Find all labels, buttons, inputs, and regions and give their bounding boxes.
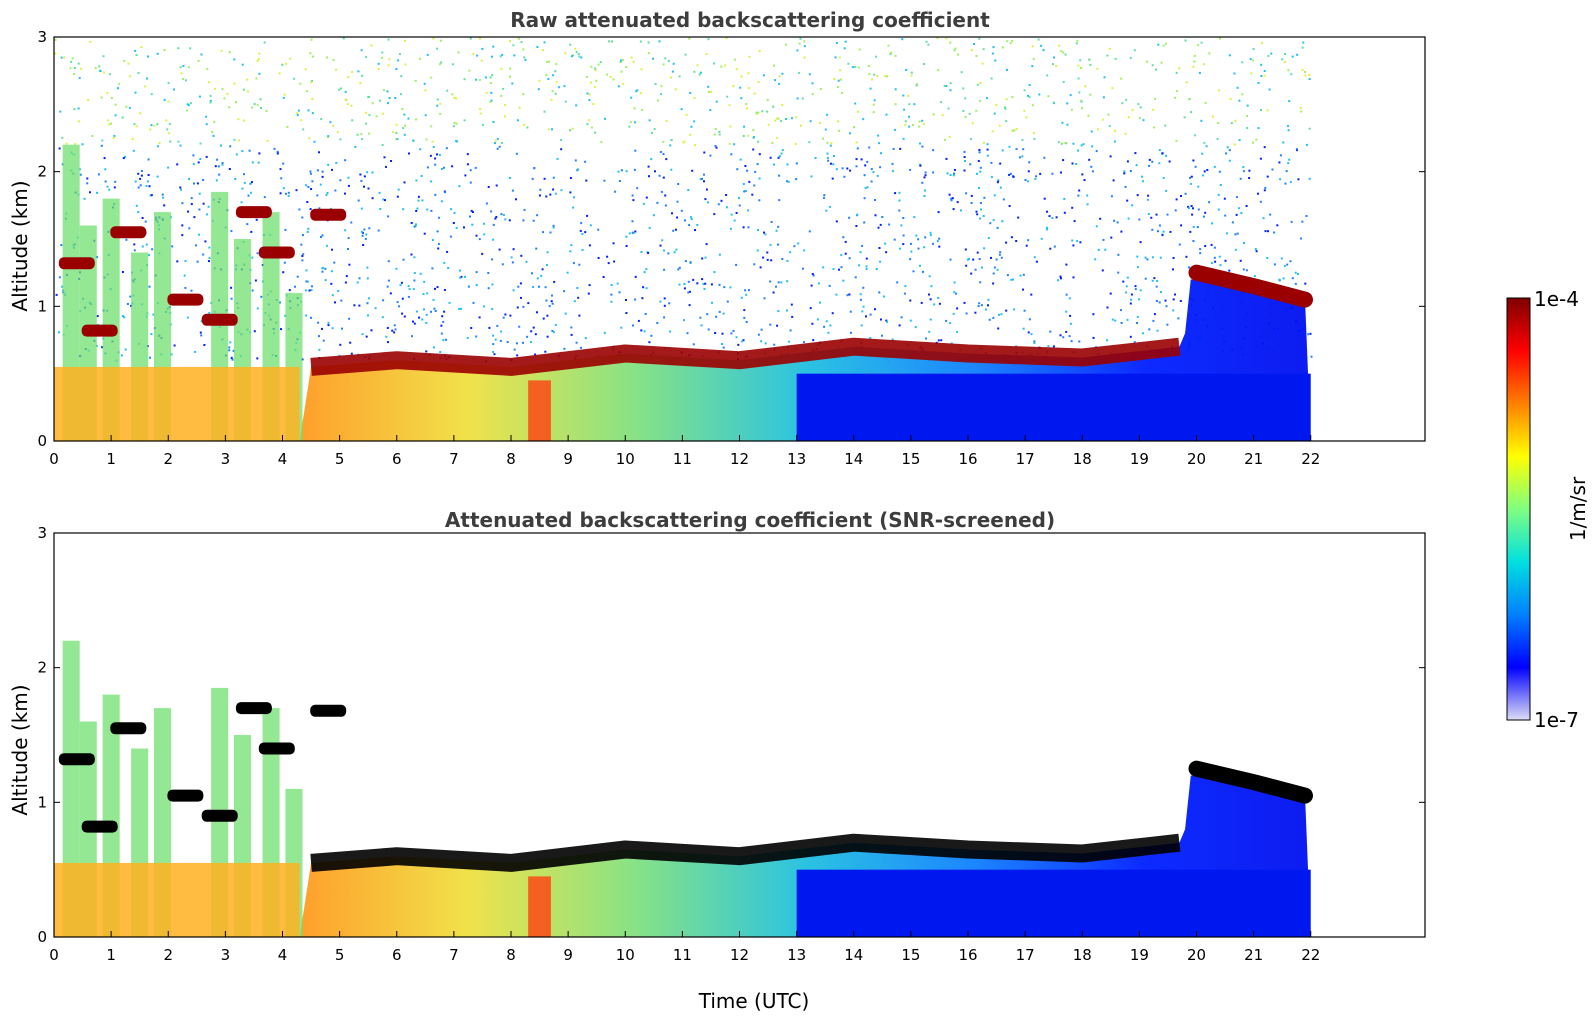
- strong-backscatter-layer: [58, 702, 1313, 872]
- x-tick-label: 17: [1016, 450, 1035, 468]
- x-tick-label: 5: [335, 946, 345, 964]
- cloud-patch: [167, 789, 204, 802]
- x-axis-label: Time (UTC): [698, 989, 810, 1013]
- x-tick-label: 8: [506, 946, 516, 964]
- x-tick-label: 15: [901, 946, 920, 964]
- x-tick-label: 0: [49, 946, 59, 964]
- x-tick-label: 20: [1187, 946, 1206, 964]
- cloud-patch: [81, 324, 118, 337]
- y-tick-label: 2: [37, 163, 47, 181]
- x-tick-label: 1: [106, 946, 116, 964]
- noise-speckle: [54, 37, 1313, 363]
- x-tick-label: 11: [673, 450, 692, 468]
- x-tick-label: 7: [449, 450, 459, 468]
- x-tick-label: 4: [278, 450, 288, 468]
- x-tick-label: 3: [221, 450, 231, 468]
- colorbar: 1e-4 1e-7 1/m/sr: [1506, 287, 1590, 732]
- x-tick-label: 16: [958, 946, 977, 964]
- x-tick-label: 10: [616, 946, 635, 964]
- cloud-patch: [167, 293, 204, 306]
- x-tick-label: 21: [1244, 450, 1263, 468]
- x-tick-label: 18: [1073, 450, 1092, 468]
- snr-heatmap-area: [53, 532, 1426, 938]
- x-tick-label: 3: [221, 946, 231, 964]
- clear-low-region: [796, 373, 1311, 441]
- cloud-patch: [58, 753, 95, 766]
- x-tick-label: 19: [1130, 946, 1149, 964]
- cloud-patch: [201, 313, 238, 326]
- cloud-patch: [258, 246, 295, 259]
- snr-x-ticks: 0 1 2 3 4 5 6 7 8 9 10 11 12 13 14 15 16 17 18 19 20 21 22: [49, 931, 1320, 964]
- x-tick-label: 16: [958, 450, 977, 468]
- cloud-patch: [58, 257, 95, 270]
- colorbar-gradient: [1506, 297, 1531, 721]
- x-tick-label: 15: [901, 450, 920, 468]
- raw-heatmap-area: [53, 36, 1426, 442]
- x-tick-label: 8: [506, 450, 516, 468]
- x-tick-label: 7: [449, 946, 459, 964]
- colorbar-max-label: 1e-4: [1534, 287, 1579, 311]
- cloud-patch: [110, 226, 147, 239]
- x-tick-label: 6: [392, 946, 402, 964]
- cloud-patch: [310, 704, 347, 717]
- cloud-patch: [310, 208, 347, 221]
- cloud-patch: [110, 722, 147, 735]
- raw-backscatter-panel: Raw attenuated backscattering coefficien…: [8, 8, 1426, 468]
- y-tick-label: 0: [37, 432, 47, 450]
- x-tick-label: 6: [392, 450, 402, 468]
- x-tick-label: 21: [1244, 946, 1263, 964]
- cloud-patch: [201, 809, 238, 822]
- cloud-patch: [81, 820, 118, 833]
- cloud-patch: [235, 702, 272, 715]
- x-tick-label: 5: [335, 450, 345, 468]
- x-tick-label: 10: [616, 450, 635, 468]
- x-tick-label: 12: [730, 946, 749, 964]
- x-tick-label: 22: [1301, 946, 1320, 964]
- colorbar-unit-label: 1/m/sr: [1566, 476, 1590, 541]
- y-tick-label: 1: [37, 793, 47, 811]
- snr-panel-title: Attenuated backscattering coefficient (S…: [445, 508, 1055, 532]
- x-tick-label: 14: [844, 450, 863, 468]
- x-tick-label: 20: [1187, 450, 1206, 468]
- x-tick-label: 13: [787, 450, 806, 468]
- y-tick-label: 2: [37, 659, 47, 677]
- x-tick-label: 14: [844, 946, 863, 964]
- snr-y-ticks: 0 1 2 3: [37, 524, 1425, 946]
- x-tick-label: 22: [1301, 450, 1320, 468]
- x-tick-label: 19: [1130, 450, 1149, 468]
- x-tick-label: 2: [163, 450, 173, 468]
- raw-y-ticks: 0 1 2 3: [37, 28, 1425, 450]
- clear-low-region: [796, 869, 1311, 937]
- y-tick-label: 3: [37, 28, 47, 46]
- x-tick-label: 2: [163, 946, 173, 964]
- snr-y-axis-label: Altitude (km): [8, 684, 32, 815]
- colorbar-min-label: 1e-7: [1534, 708, 1579, 732]
- x-tick-label: 18: [1073, 946, 1092, 964]
- raw-y-axis-label: Altitude (km): [8, 180, 32, 311]
- x-tick-label: 4: [278, 946, 288, 964]
- strong-backscatter-layer: [58, 206, 1313, 376]
- raw-panel-title: Raw attenuated backscattering coefficien…: [510, 8, 990, 32]
- x-tick-label: 17: [1016, 946, 1035, 964]
- x-tick-label: 11: [673, 946, 692, 964]
- snr-screened-panel: Attenuated backscattering coefficient (S…: [8, 508, 1426, 1013]
- x-tick-label: 9: [563, 450, 573, 468]
- y-tick-label: 1: [37, 297, 47, 315]
- x-tick-label: 12: [730, 450, 749, 468]
- x-tick-label: 9: [563, 946, 573, 964]
- cloud-patch: [235, 206, 272, 219]
- raw-x-ticks: 0 1 2 3 4 5 6 7 8 9 10 11 12 13 14 15 16 17 18 19 20 21 22: [49, 435, 1320, 468]
- x-tick-label: 1: [106, 450, 116, 468]
- convective-plumes: [54, 640, 551, 938]
- cloud-patch: [258, 742, 295, 755]
- x-tick-label: 0: [49, 450, 59, 468]
- y-tick-label: 0: [37, 928, 47, 946]
- x-tick-label: 13: [787, 946, 806, 964]
- y-tick-label: 3: [37, 524, 47, 542]
